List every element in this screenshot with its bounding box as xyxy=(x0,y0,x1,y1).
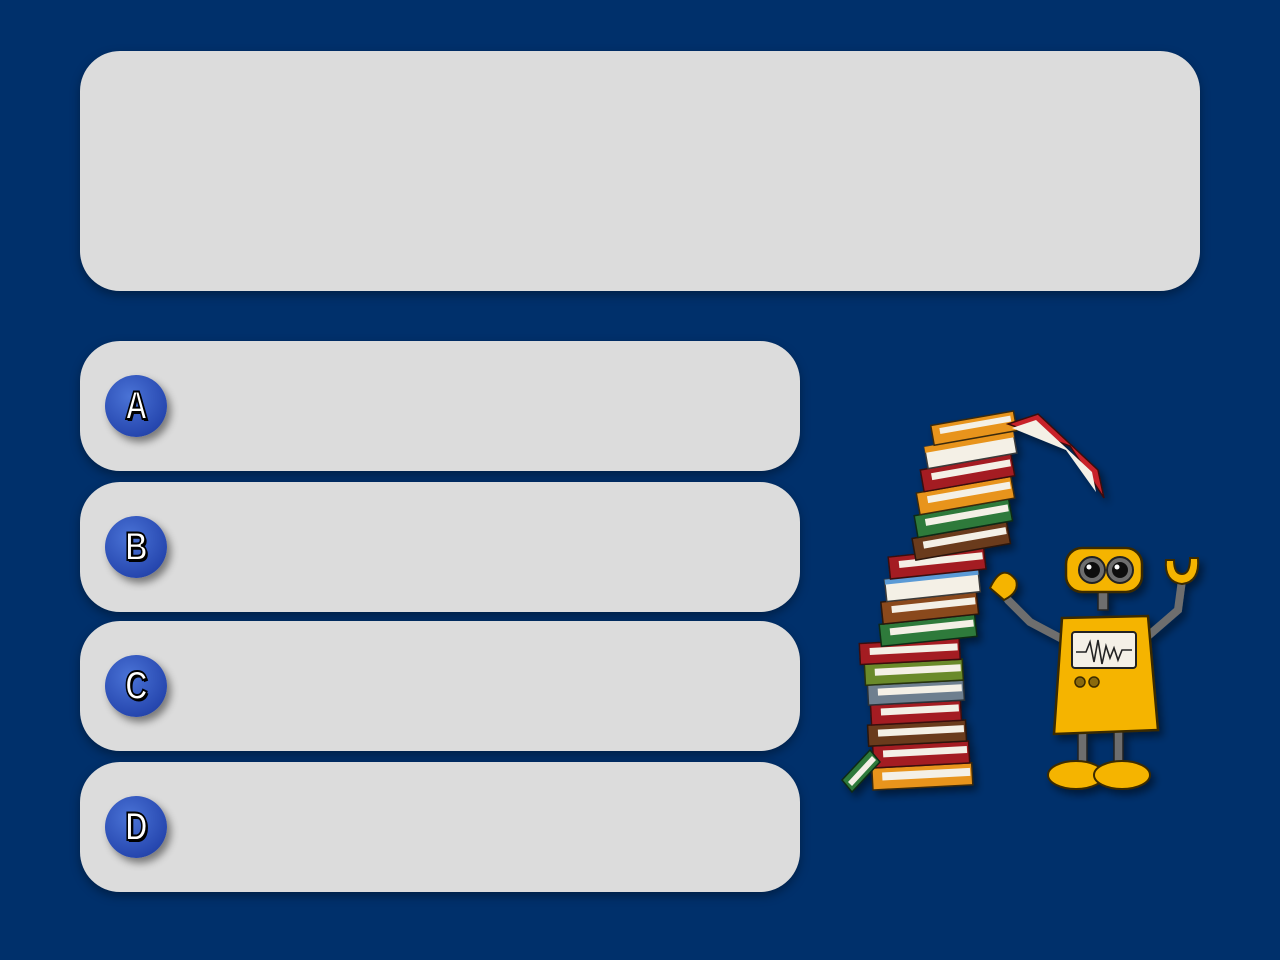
answer-letter-badge-d: D xyxy=(105,796,167,858)
book-stack xyxy=(841,410,1105,794)
answer-letter-a: A xyxy=(124,384,148,428)
answer-letter-b: B xyxy=(124,525,148,569)
robot-book-stack-icon xyxy=(841,410,1200,794)
answer-option-b[interactable]: B xyxy=(80,482,800,612)
answer-letter-d: D xyxy=(124,805,148,849)
answer-option-d[interactable]: D xyxy=(80,762,800,892)
answer-letter-badge-a: A xyxy=(105,375,167,437)
question-panel xyxy=(80,51,1200,291)
answer-letter-badge-c: C xyxy=(105,655,167,717)
answer-letter-c: C xyxy=(124,664,148,708)
answer-letter-badge-b: B xyxy=(105,516,167,578)
robot xyxy=(988,546,1200,790)
answer-option-c[interactable]: C xyxy=(80,621,800,751)
answer-option-a[interactable]: A xyxy=(80,341,800,471)
